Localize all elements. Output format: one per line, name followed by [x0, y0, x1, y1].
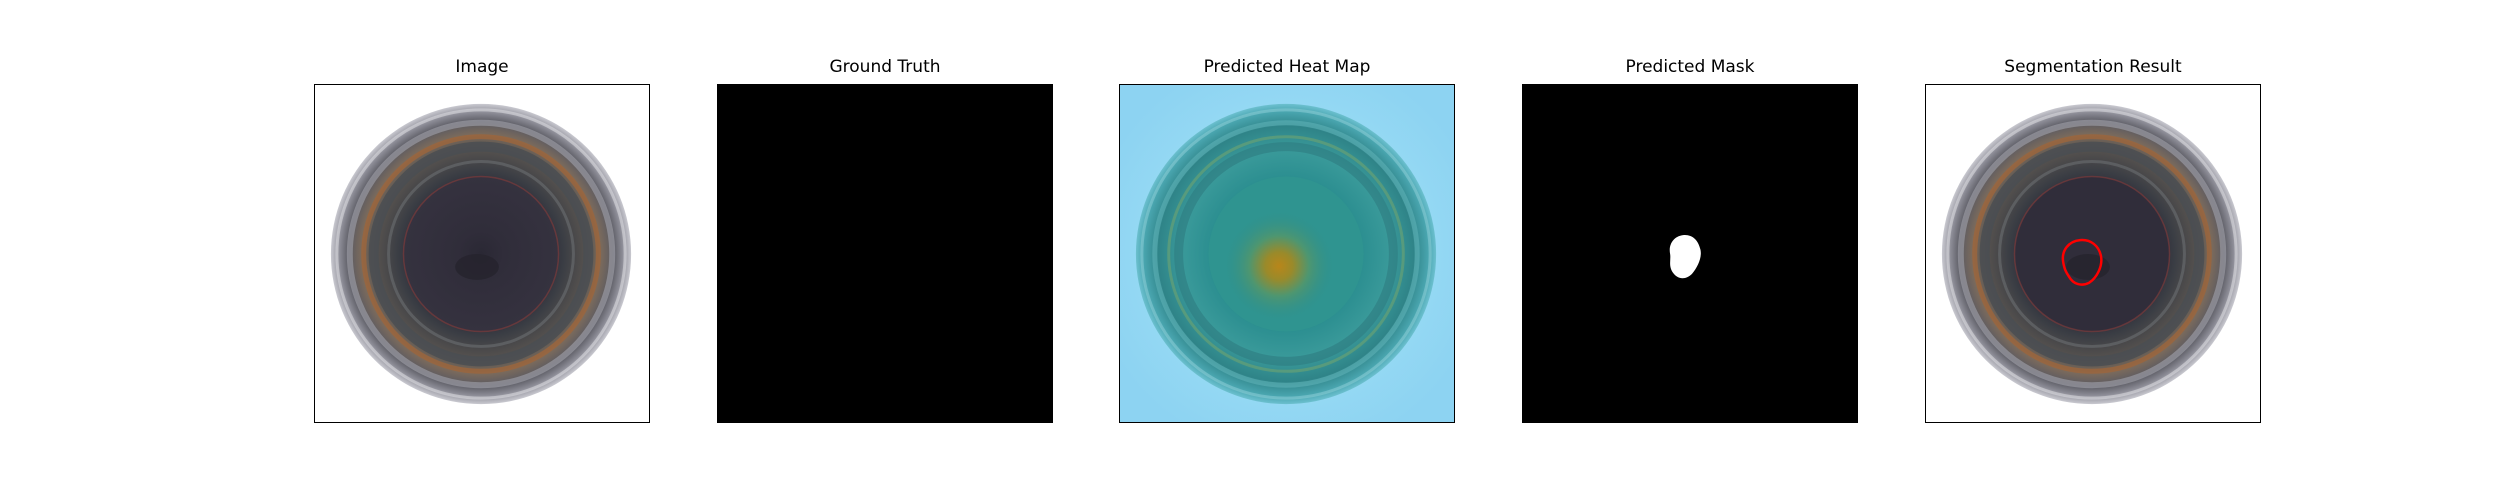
panel-title-heat-map: Predicted Heat Map — [1203, 57, 1371, 77]
heat-map-image — [1120, 85, 1454, 422]
bottle-image — [315, 85, 649, 422]
image-frame — [314, 84, 650, 423]
predicted-blob — [1669, 235, 1701, 279]
segmentation-image — [1926, 85, 2260, 422]
panel-title-segmentation-result: Segmentation Result — [2004, 57, 2182, 77]
panel-title-image: Image — [455, 57, 509, 77]
panel-title-ground-truth: Ground Truth — [829, 57, 941, 77]
panel-predicted-mask: Predicted Mask — [1522, 57, 1858, 423]
ground-truth-frame — [717, 84, 1053, 423]
ground-truth-mask — [718, 85, 1052, 422]
heat-map-frame — [1119, 84, 1455, 423]
predicted-mask — [1523, 85, 1857, 422]
panel-heat-map: Predicted Heat Map — [1119, 57, 1455, 423]
predicted-mask-frame — [1522, 84, 1858, 423]
segmentation-contour — [2061, 238, 2103, 286]
panel-image: Image — [314, 57, 650, 423]
panel-ground-truth: Ground Truth — [717, 57, 1053, 423]
segmentation-frame — [1925, 84, 2261, 423]
panel-segmentation-result: Segmentation Result — [1925, 57, 2261, 423]
panel-title-predicted-mask: Predicted Mask — [1625, 57, 1755, 77]
